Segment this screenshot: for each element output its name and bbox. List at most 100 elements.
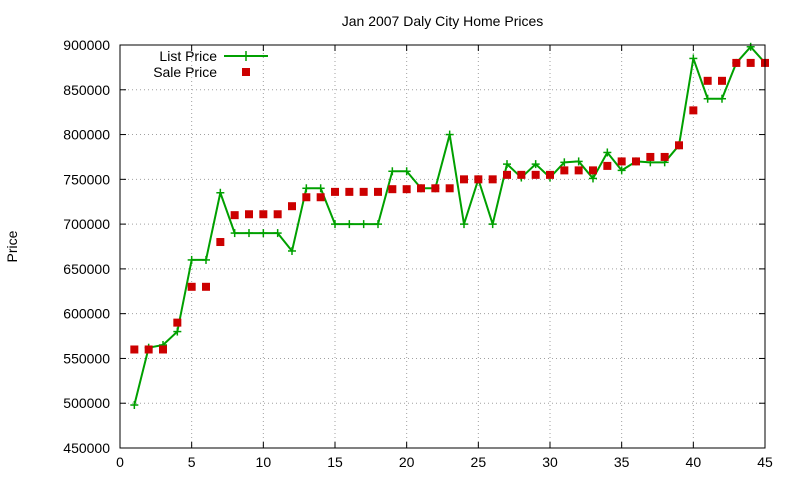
sale-price-point (460, 175, 468, 184)
list-price-point (617, 166, 626, 175)
sale-price-point (187, 282, 196, 291)
legend-swatch-sale-price (242, 68, 250, 76)
x-tick-label: 0 (116, 454, 124, 470)
list-price-point (718, 94, 726, 103)
list-price-point (388, 167, 397, 176)
sale-price-point (388, 185, 397, 194)
data-series (130, 42, 769, 410)
sale-price-point (675, 141, 683, 150)
y-axis-label: Price (4, 230, 20, 262)
y-tick-label: 700000 (63, 216, 110, 232)
list-price-point (603, 148, 612, 157)
axis-ticks: 0 5 10 15 20 25 30 35 40 45 450000 500000 550000 6000… (63, 37, 773, 470)
sale-price-point (617, 157, 626, 166)
sale-price-point (488, 175, 497, 184)
sale-price-point (531, 170, 540, 179)
sale-price-point (431, 184, 440, 193)
list-price-point (187, 255, 196, 264)
y-tick-label: 450000 (63, 440, 110, 456)
list-price-point (359, 220, 368, 229)
sale-price-point (302, 193, 311, 202)
x-tick-label: 20 (399, 454, 415, 470)
sale-price-point (288, 202, 296, 211)
list-price-point (703, 94, 712, 103)
sale-price-point (546, 170, 554, 179)
plot-border (119, 44, 766, 449)
x-tick-label: 35 (614, 454, 630, 470)
sale-price-point (245, 210, 253, 219)
x-tick-label: 10 (256, 454, 272, 470)
list-price-point (331, 220, 339, 229)
list-price-point (216, 188, 225, 197)
y-tick-label: 550000 (63, 350, 110, 366)
list-price-point (574, 157, 583, 166)
sale-price-point (259, 210, 268, 219)
sale-price-point (230, 211, 239, 220)
list-price-point (302, 184, 311, 193)
y-tick-label: 600000 (63, 306, 110, 322)
list-price-point (503, 160, 511, 169)
grid-lines (120, 45, 765, 448)
sale-price-point (603, 161, 612, 170)
sale-price-point (560, 166, 569, 175)
sale-price-point (273, 210, 282, 219)
x-tick-label: 5 (188, 454, 196, 470)
sale-price-point (445, 184, 454, 193)
sale-price-point (144, 345, 153, 354)
list-price-point (245, 229, 253, 238)
sale-price-point (689, 106, 698, 115)
sale-price-point (632, 157, 640, 166)
sale-price-point (402, 185, 411, 194)
list-price-point (345, 220, 354, 229)
legend-label-list-price: List Price (159, 48, 217, 64)
list-price-point (273, 229, 282, 238)
y-tick-label: 650000 (63, 261, 110, 277)
sale-price-point (202, 282, 210, 291)
list-price-point (202, 255, 210, 264)
sale-price-point (474, 175, 483, 184)
sale-price-point (746, 58, 755, 67)
y-tick-label: 900000 (63, 37, 110, 53)
sale-price-point (130, 345, 139, 354)
sale-price-point (173, 318, 182, 327)
list-price-point (488, 220, 497, 229)
sale-price-point (417, 184, 425, 193)
list-price-point (230, 229, 239, 238)
y-tick-label: 500000 (63, 395, 110, 411)
sale-price-point (331, 187, 339, 196)
sale-price-point (660, 152, 669, 161)
sale-price-point (374, 187, 382, 196)
sale-price-point (517, 170, 526, 179)
x-tick-label: 45 (757, 454, 773, 470)
x-tick-label: 25 (471, 454, 487, 470)
list-price-point (173, 327, 182, 336)
sale-price-point (703, 76, 712, 85)
sale-price-point (359, 187, 368, 196)
sale-price-point (646, 152, 655, 161)
x-tick-label: 15 (327, 454, 343, 470)
sale-price-point (718, 76, 726, 85)
sale-price-point (159, 345, 167, 354)
list-price-point (531, 160, 540, 169)
sale-price-point (216, 238, 225, 247)
sale-price-point (732, 58, 741, 67)
y-tick-label: 750000 (63, 171, 110, 187)
x-tick-label: 30 (542, 454, 558, 470)
y-tick-label: 800000 (63, 127, 110, 143)
legend: List Price Sale Price (153, 48, 268, 80)
list-price-point (316, 184, 325, 193)
list-price-point (460, 220, 468, 229)
list-price-point (288, 246, 296, 255)
y-tick-label: 850000 (63, 82, 110, 98)
list-price-point (259, 229, 268, 238)
sale-price-point (345, 187, 354, 196)
list-price-point (689, 54, 698, 63)
series-line-list-price (133, 45, 766, 406)
sale-price-point (589, 166, 597, 175)
sale-price-point (316, 193, 325, 202)
list-price-point (445, 130, 454, 139)
x-tick-label: 40 (686, 454, 702, 470)
legend-label-sale-price: Sale Price (153, 64, 217, 80)
